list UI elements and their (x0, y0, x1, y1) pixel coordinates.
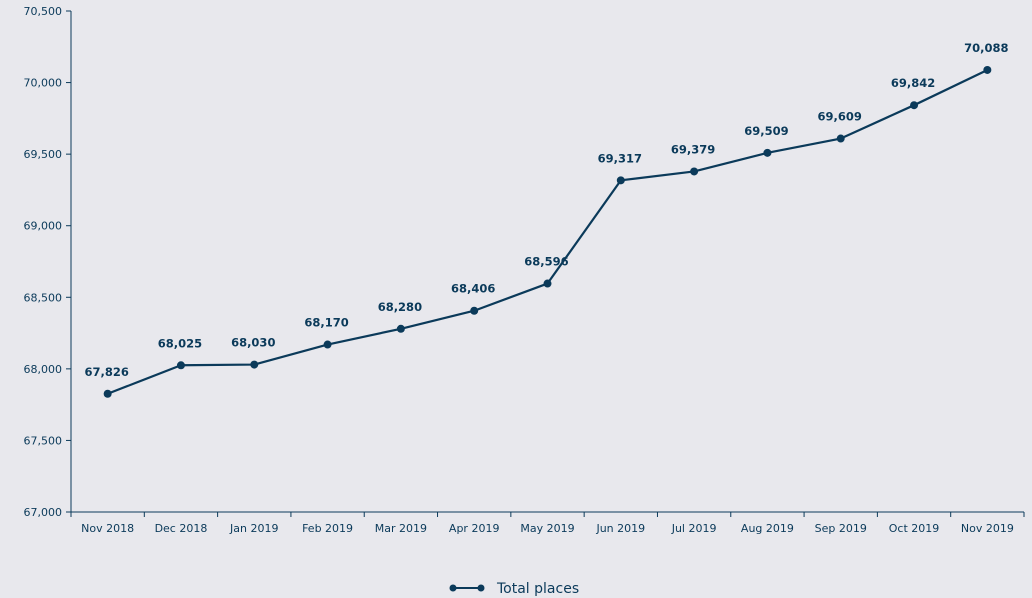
x-tick-label: Dec 2018 (155, 522, 208, 535)
data-label: 68,406 (451, 282, 495, 296)
data-label: 68,030 (231, 336, 275, 350)
data-label: 69,379 (671, 142, 715, 156)
x-tick-label: Nov 2019 (961, 522, 1014, 535)
x-tick-label: Jun 2019 (595, 522, 645, 535)
y-tick-label: 70,000 (24, 77, 63, 90)
data-point (176, 361, 185, 370)
x-tick-label: Aug 2019 (741, 522, 794, 535)
data-point (690, 167, 699, 176)
x-tick-label: Jul 2019 (671, 522, 717, 535)
data-point (543, 279, 552, 288)
x-tick-label: May 2019 (520, 522, 574, 535)
series-total-places: 67,826 68,025 68,030 68,170 68,280 68,406 68,5… (84, 41, 1009, 398)
data-label: 69,317 (598, 151, 642, 165)
data-point (470, 306, 479, 315)
x-tick-label: Oct 2019 (889, 522, 940, 535)
y-tick-label: 70,500 (24, 5, 63, 18)
x-tick-label: Jan 2019 (229, 522, 278, 535)
data-point (323, 340, 332, 349)
legend-marker-right (477, 584, 485, 592)
x-tick-label: Apr 2019 (449, 522, 500, 535)
data-label: 68,280 (378, 300, 422, 314)
data-point (910, 101, 919, 110)
legend-label: Total places (496, 581, 579, 597)
x-tick-label: Feb 2019 (302, 522, 353, 535)
data-point (396, 324, 405, 333)
x-tick-label: Sep 2019 (815, 522, 867, 535)
x-axis-ticks: Nov 2018 Dec 2018 Jan 2019 Feb 2019 Mar 2019… (70, 512, 1025, 535)
axes (70, 11, 1024, 513)
data-point (250, 360, 259, 369)
data-point (983, 65, 992, 74)
y-tick-label: 67,500 (24, 434, 63, 447)
data-label: 68,025 (158, 336, 202, 350)
data-point (836, 134, 845, 143)
legend-marker-left (449, 584, 457, 592)
data-label: 69,609 (818, 110, 862, 124)
data-label: 69,509 (744, 124, 788, 138)
data-label: 67,826 (84, 365, 128, 379)
y-tick-label: 68,500 (24, 291, 63, 304)
x-tick-label: Mar 2019 (375, 522, 427, 535)
data-label: 68,170 (304, 316, 348, 330)
legend: Total places (449, 581, 579, 597)
y-tick-label: 68,000 (24, 363, 63, 376)
y-axis-ticks: 67,000 67,500 68,000 68,500 69,000 69,500 70,0… (24, 5, 71, 519)
data-point (616, 176, 625, 185)
x-tick-label: Nov 2018 (81, 522, 134, 535)
data-label: 69,842 (891, 76, 935, 90)
y-tick-label: 67,000 (24, 506, 63, 519)
data-point (763, 148, 772, 157)
data-label: 68,596 (524, 255, 568, 269)
y-tick-label: 69,500 (24, 148, 63, 161)
data-label: 70,088 (964, 41, 1008, 55)
data-point (103, 389, 112, 398)
y-tick-label: 69,000 (24, 220, 63, 233)
